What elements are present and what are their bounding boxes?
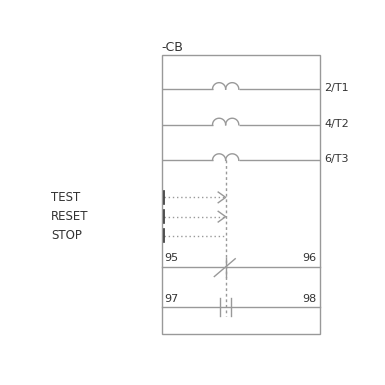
Text: 6/T3: 6/T3 (324, 154, 349, 164)
Text: 4/T2: 4/T2 (324, 119, 349, 129)
Text: 96: 96 (303, 253, 316, 263)
Text: 98: 98 (302, 293, 316, 303)
Text: STOP: STOP (51, 229, 82, 243)
Text: 97: 97 (164, 293, 179, 303)
Bar (162, 55, 320, 334)
Text: -CB: -CB (162, 40, 183, 54)
Text: 2/T1: 2/T1 (324, 83, 349, 93)
Text: RESET: RESET (51, 210, 89, 223)
Text: 95: 95 (164, 253, 179, 263)
Text: TEST: TEST (51, 191, 80, 204)
